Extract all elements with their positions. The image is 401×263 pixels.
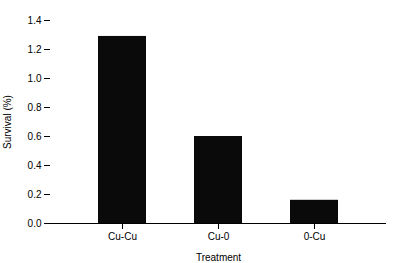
svg-text:Treatment: Treatment <box>196 252 241 263</box>
svg-text:Cu-0: Cu-0 <box>208 231 230 242</box>
svg-text:1.4: 1.4 <box>28 15 42 26</box>
svg-text:1.0: 1.0 <box>28 73 42 84</box>
svg-text:0.6: 0.6 <box>28 131 42 142</box>
svg-text:1.2: 1.2 <box>28 44 42 55</box>
svg-text:0.8: 0.8 <box>28 102 42 113</box>
svg-text:Survival (%): Survival (%) <box>2 95 13 149</box>
svg-text:0.0: 0.0 <box>28 218 42 229</box>
svg-text:0.4: 0.4 <box>28 160 42 171</box>
svg-text:Cu-Cu: Cu-Cu <box>108 231 137 242</box>
svg-text:0.2: 0.2 <box>28 189 42 200</box>
svg-text:0-Cu: 0-Cu <box>304 231 326 242</box>
